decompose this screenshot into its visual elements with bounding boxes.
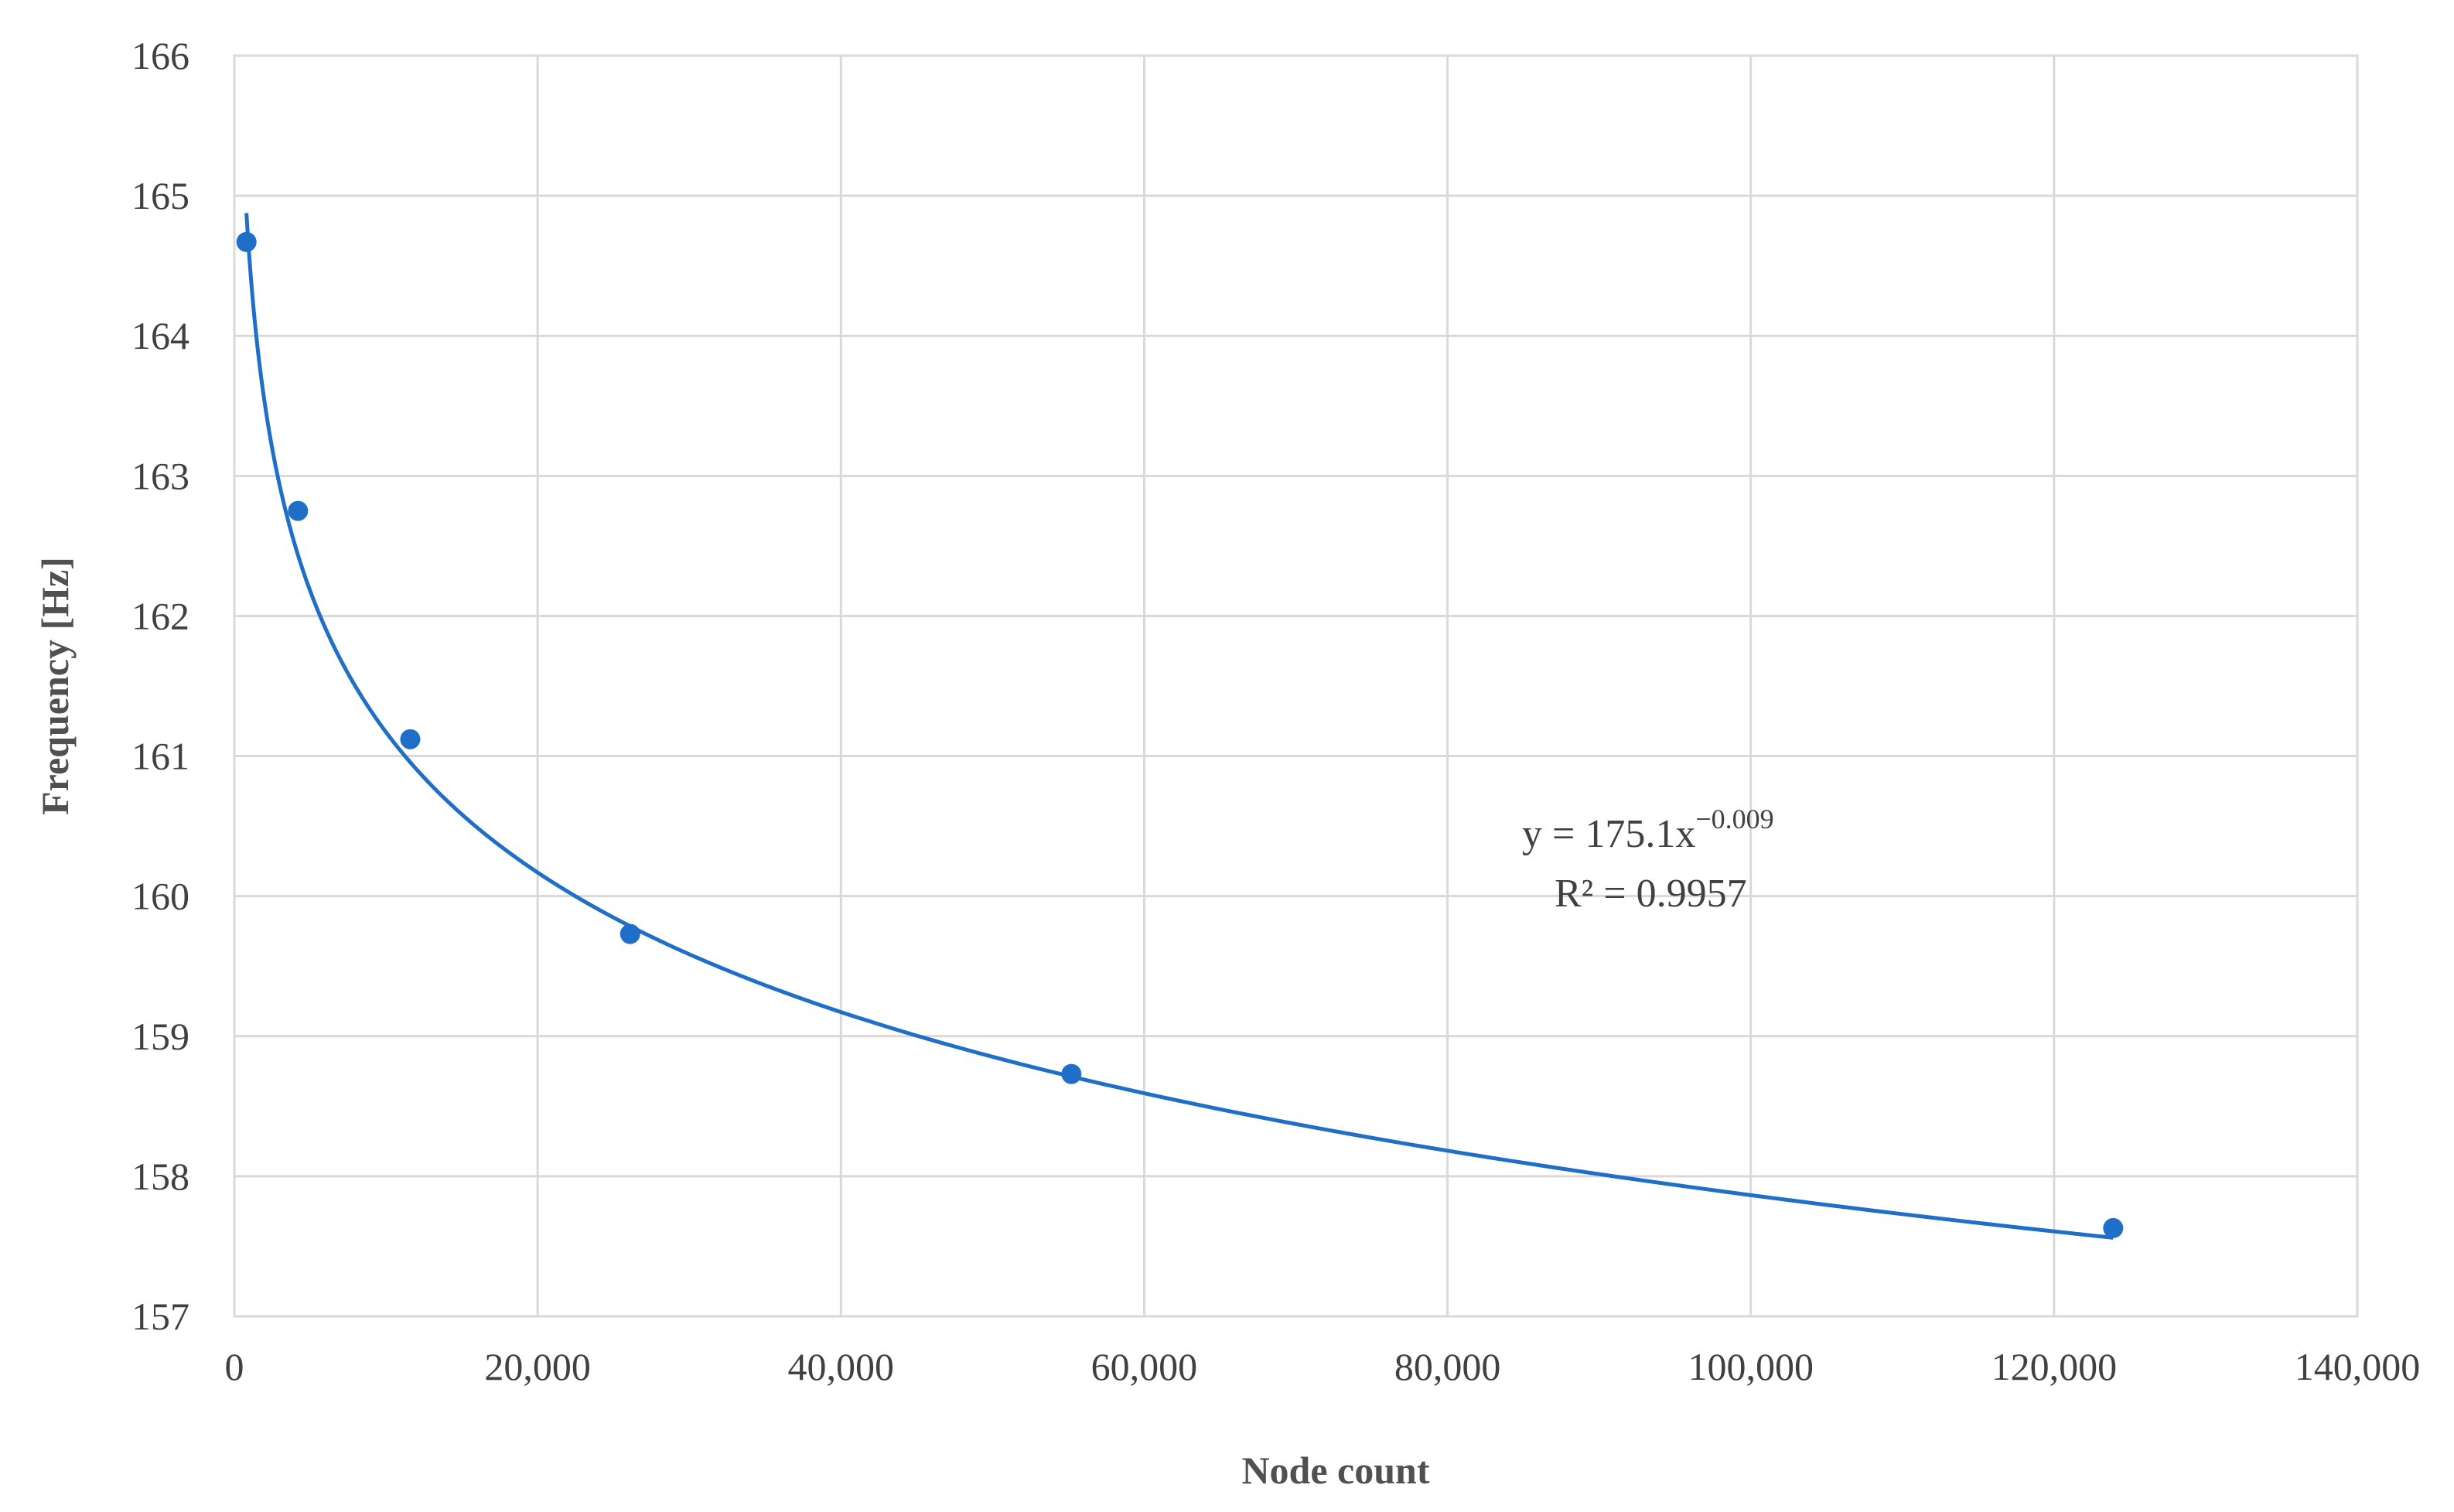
y-tick-label: 162 xyxy=(131,594,189,637)
data-point-2 xyxy=(400,729,421,749)
plot-area-frame xyxy=(233,54,2359,1318)
y-tick-label: 157 xyxy=(131,1295,189,1338)
y-tick-label: 158 xyxy=(131,1155,189,1198)
y-tick-label: 164 xyxy=(131,314,189,357)
data-point-3 xyxy=(619,923,640,944)
trendline-equation-exponent: −0.009 xyxy=(1695,804,1773,835)
data-points xyxy=(236,231,2124,1238)
trendline-r-squared: R² = 0.9957 xyxy=(1555,872,1747,916)
x-tick-label: 140,000 xyxy=(2295,1345,2421,1388)
x-axis-title: Node count xyxy=(1241,1449,1429,1492)
data-point-0 xyxy=(236,231,257,252)
data-point-4 xyxy=(1061,1063,1082,1084)
y-tick-labels: 157 158 159 160 161 162 163 164 165 166 xyxy=(131,34,189,1338)
x-tick-label: 0 xyxy=(225,1345,244,1388)
trendline-equation-base: y = 175.1x xyxy=(1522,812,1695,856)
y-tick-label: 166 xyxy=(131,34,189,77)
y-tick-label: 165 xyxy=(131,174,189,217)
y-tick-label: 159 xyxy=(131,1015,189,1058)
x-tick-label: 80,000 xyxy=(1394,1345,1501,1388)
y-tick-label: 160 xyxy=(131,875,189,918)
x-tick-labels: 0 20,000 40,000 60,000 80,000 100,000 120,000 1… xyxy=(225,1345,2421,1388)
data-point-5 xyxy=(2103,1217,2124,1238)
x-tick-label: 100,000 xyxy=(1688,1345,1814,1388)
power-trendline xyxy=(244,213,2114,1240)
trendline-equation: y = 175.1x−0.009 xyxy=(1522,804,1774,856)
x-tick-label: 40,000 xyxy=(788,1345,895,1388)
x-tick-label: 20,000 xyxy=(484,1345,591,1388)
y-tick-label: 163 xyxy=(131,454,189,497)
grid-lines xyxy=(233,54,2359,1318)
y-tick-label: 161 xyxy=(131,735,189,778)
y-axis-title: Frequency [Hz] xyxy=(33,557,77,815)
x-tick-label: 120,000 xyxy=(1992,1345,2118,1388)
x-tick-label: 60,000 xyxy=(1091,1345,1198,1388)
data-point-1 xyxy=(288,500,309,521)
